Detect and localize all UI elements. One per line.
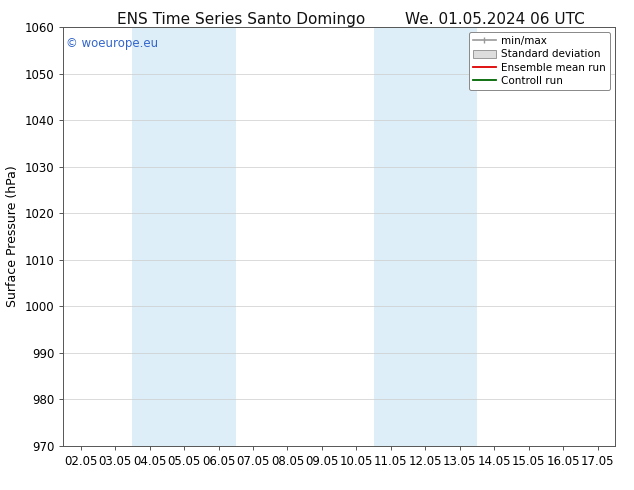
Text: © woeurope.eu: © woeurope.eu bbox=[66, 37, 158, 50]
Bar bbox=[133, 27, 236, 446]
Text: ENS Time Series Santo Domingo: ENS Time Series Santo Domingo bbox=[117, 12, 365, 27]
Text: We. 01.05.2024 06 UTC: We. 01.05.2024 06 UTC bbox=[404, 12, 585, 27]
Legend: min/max, Standard deviation, Ensemble mean run, Controll run: min/max, Standard deviation, Ensemble me… bbox=[469, 32, 610, 90]
Bar bbox=[373, 27, 477, 446]
Y-axis label: Surface Pressure (hPa): Surface Pressure (hPa) bbox=[6, 166, 19, 307]
